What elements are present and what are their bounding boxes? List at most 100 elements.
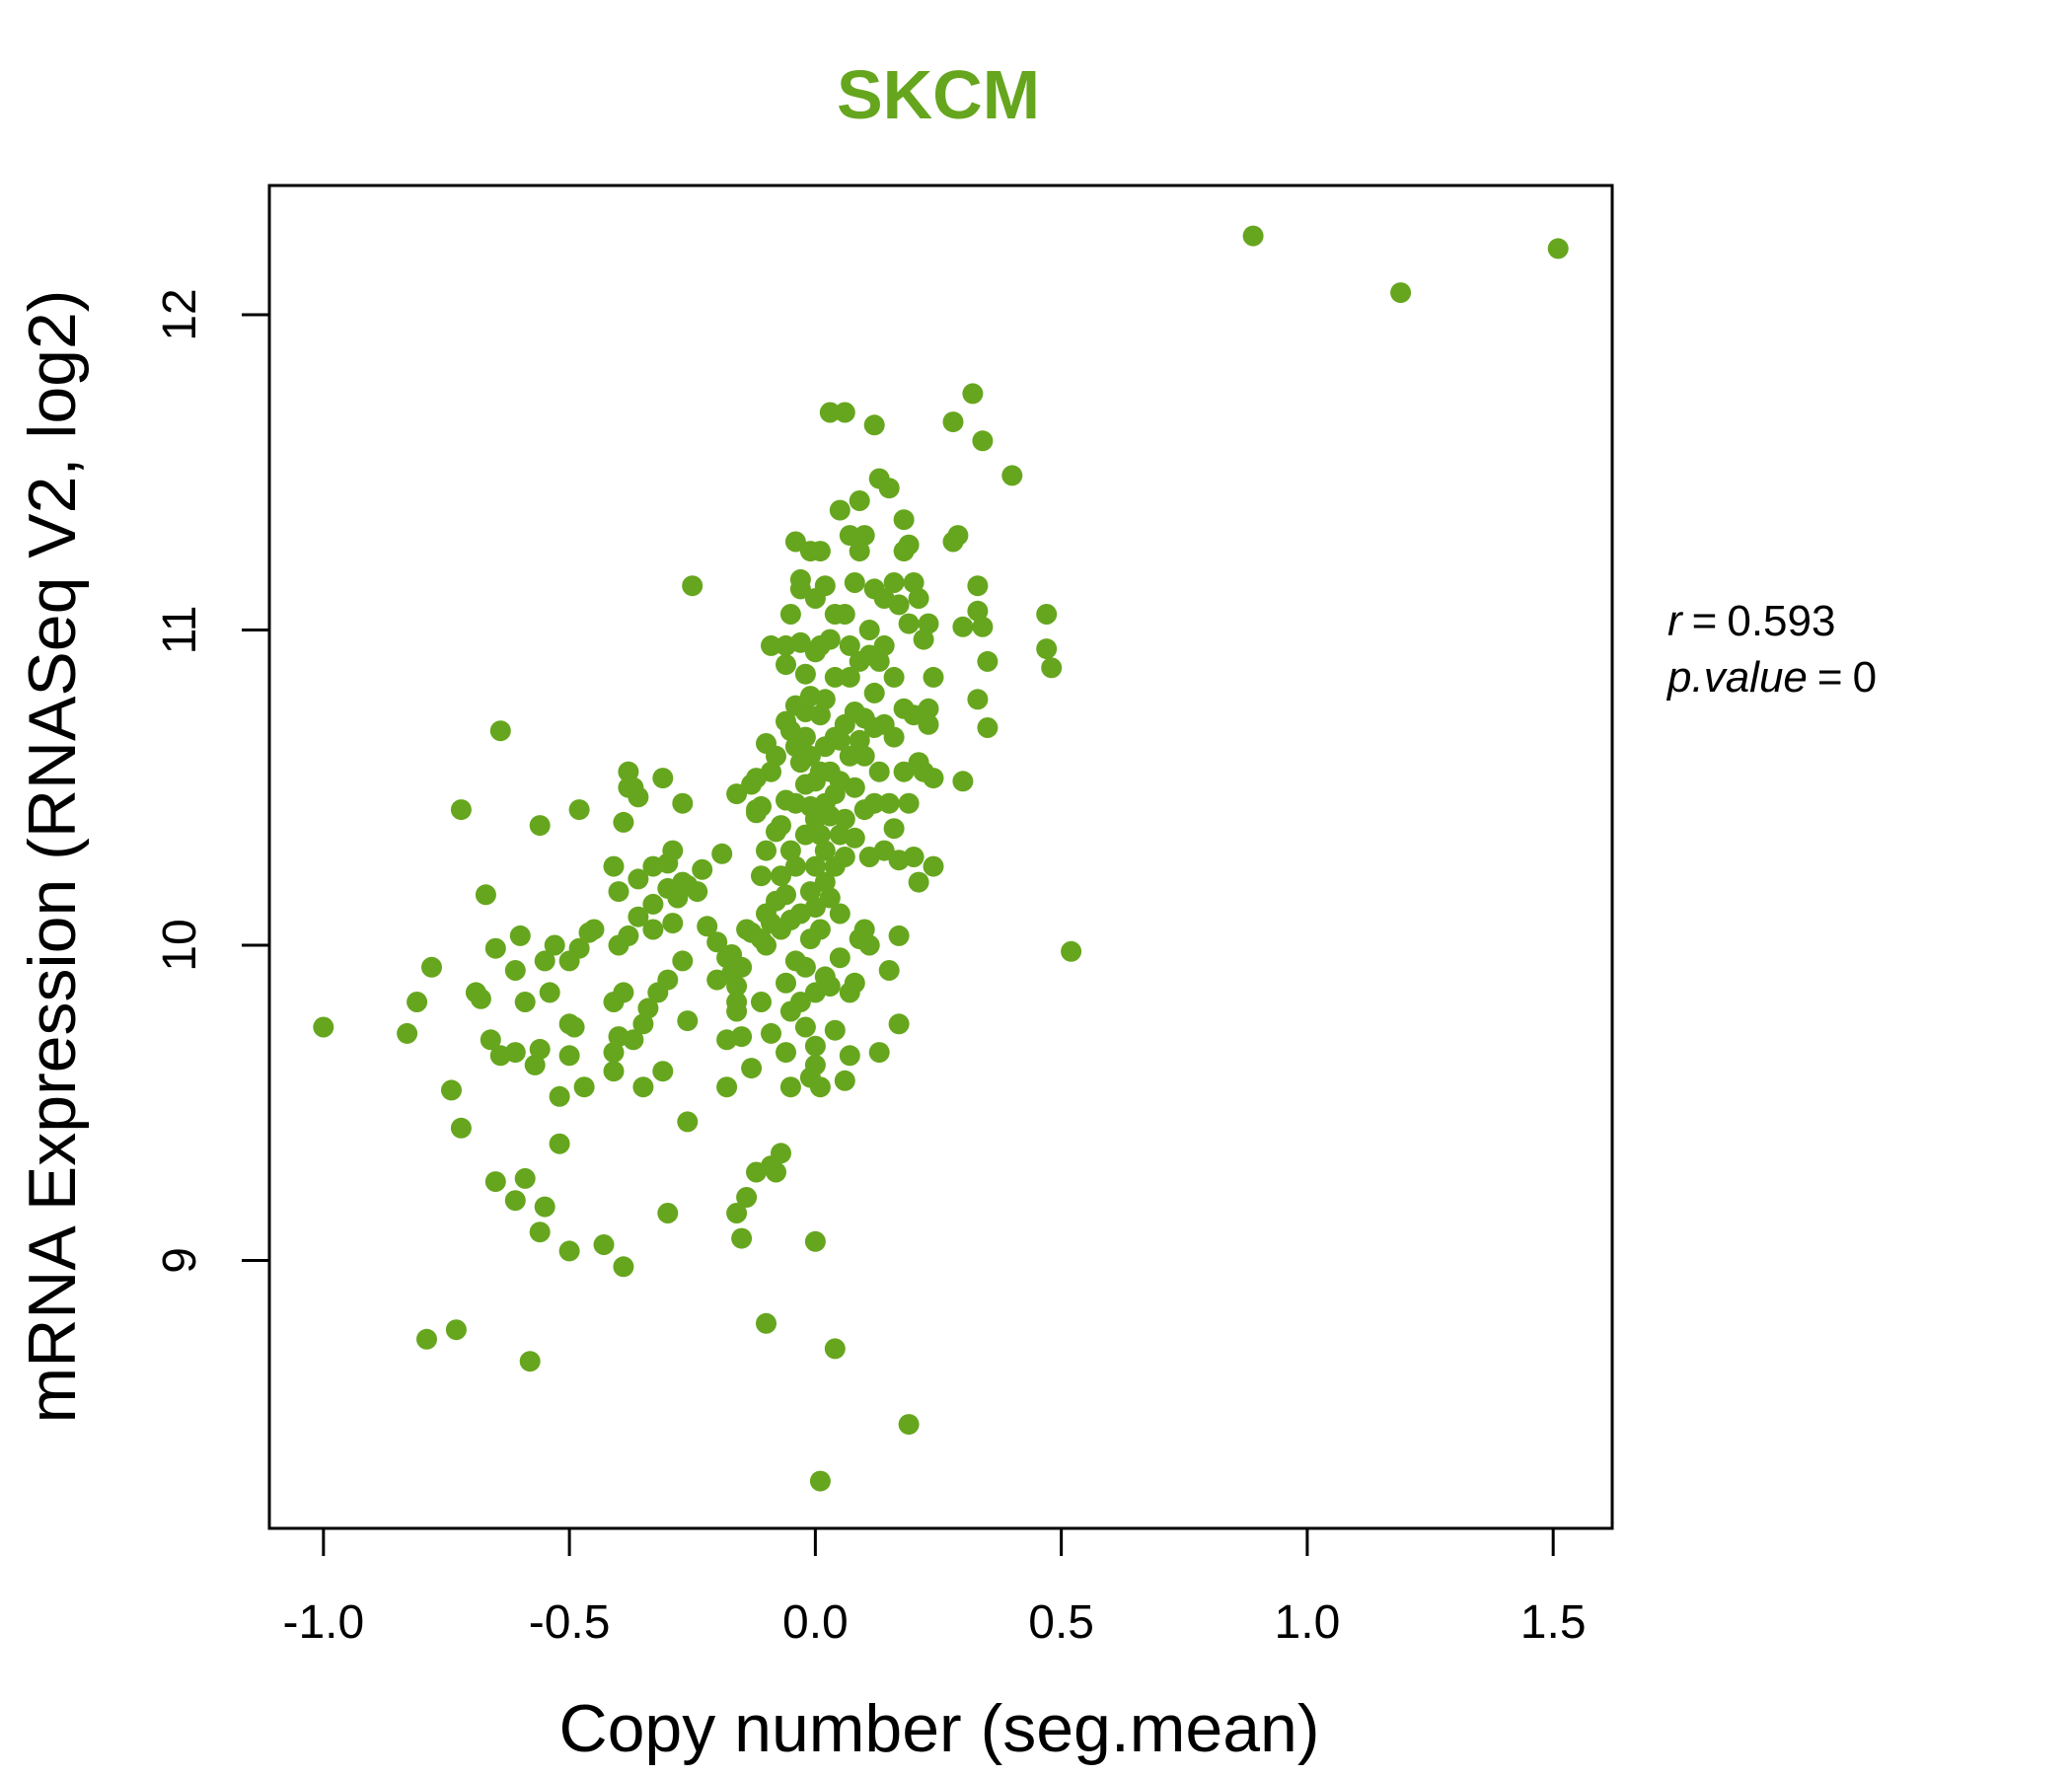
data-point — [893, 509, 915, 531]
data-point — [726, 976, 748, 997]
data-point — [776, 1042, 796, 1064]
data-point — [677, 1111, 699, 1133]
data-point — [834, 604, 855, 625]
y-tick-label: 10 — [154, 919, 206, 971]
chart-title: SKCM — [837, 56, 1040, 133]
data-point — [568, 799, 590, 821]
data-point — [637, 998, 659, 1019]
data-point — [623, 1029, 644, 1051]
y-tick-label: 12 — [154, 288, 206, 340]
data-point — [583, 919, 605, 940]
data-point — [771, 1143, 791, 1164]
data-point — [903, 572, 925, 593]
data-point — [962, 383, 984, 405]
data-point — [549, 1085, 570, 1107]
data-point — [613, 1256, 634, 1278]
data-point — [313, 1016, 334, 1038]
data-point — [613, 982, 634, 1003]
data-point — [789, 992, 811, 1012]
data-point — [514, 992, 536, 1012]
data-point — [834, 808, 855, 830]
data-point — [558, 1045, 580, 1067]
data-point — [883, 572, 905, 593]
data-point — [726, 1203, 748, 1223]
data-point — [834, 847, 855, 867]
data-point — [756, 840, 777, 861]
data-point — [977, 650, 999, 672]
data-point — [514, 1167, 536, 1189]
data-point — [697, 916, 718, 937]
data-point — [794, 663, 816, 685]
data-point — [923, 855, 944, 877]
data-point — [618, 761, 639, 782]
data-point — [814, 871, 836, 893]
data-point — [672, 792, 694, 814]
x-tick-label: -1.0 — [282, 1596, 364, 1649]
data-point — [776, 972, 796, 994]
data-point — [761, 761, 781, 782]
data-point — [839, 666, 860, 688]
data-point — [608, 881, 629, 903]
x-tick-label: 0.0 — [782, 1596, 849, 1649]
data-point — [751, 992, 772, 1012]
x-tick-label: 0.5 — [1028, 1596, 1094, 1649]
data-point — [397, 1022, 418, 1044]
data-point — [809, 541, 831, 562]
data-point — [794, 824, 816, 846]
data-point — [539, 982, 560, 1003]
data-point — [923, 666, 944, 688]
data-point — [642, 919, 664, 940]
data-point — [883, 818, 905, 840]
equals-sign: = — [1691, 597, 1718, 645]
data-point — [736, 1187, 758, 1208]
correlation-stat: r = 0.593 — [1667, 597, 1835, 646]
data-point — [593, 1234, 615, 1255]
data-point — [534, 950, 555, 972]
data-point — [918, 613, 939, 634]
data-point — [809, 824, 831, 846]
data-point — [952, 616, 974, 637]
data-point — [642, 893, 664, 915]
data-point — [883, 666, 905, 688]
data-point — [898, 534, 920, 555]
data-point — [853, 919, 875, 940]
data-point — [858, 620, 880, 640]
data-point — [450, 1117, 472, 1139]
data-point — [726, 1000, 748, 1022]
y-axis: 9 10 11 12 — [154, 288, 269, 1274]
data-point — [761, 634, 781, 656]
data-point — [824, 666, 846, 688]
data-point — [819, 629, 841, 650]
data-point — [662, 913, 684, 934]
data-point — [1242, 225, 1264, 247]
data-point — [652, 768, 674, 789]
data-point — [967, 689, 989, 710]
data-point — [407, 992, 428, 1012]
data-point — [819, 887, 841, 909]
data-point — [918, 713, 939, 735]
data-point — [809, 1470, 831, 1492]
data-point — [573, 1076, 595, 1098]
data-point — [878, 792, 900, 814]
data-point — [977, 717, 999, 738]
data-point — [809, 704, 831, 726]
data-point — [794, 1016, 816, 1038]
data-point — [834, 1070, 855, 1091]
data-point — [863, 682, 885, 703]
data-point — [794, 956, 816, 978]
data-point — [908, 588, 929, 609]
data-point — [549, 1133, 570, 1154]
data-point — [751, 795, 772, 817]
data-point — [809, 919, 831, 940]
data-point — [888, 594, 910, 616]
data-point — [819, 402, 841, 423]
equals-sign: = — [1816, 653, 1843, 702]
data-point — [706, 931, 728, 953]
data-point — [972, 430, 994, 452]
data-point — [868, 761, 890, 782]
data-point — [814, 575, 836, 597]
data-point — [878, 960, 900, 981]
x-axis-label: Copy number (seg.mean) — [558, 1691, 1319, 1766]
data-point — [628, 786, 649, 808]
